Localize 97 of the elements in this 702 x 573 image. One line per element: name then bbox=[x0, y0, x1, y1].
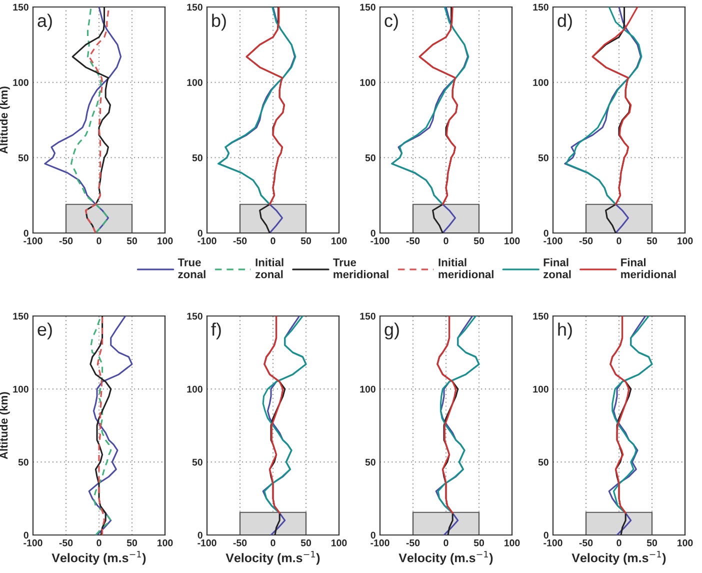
legend-label: Final zonal bbox=[544, 258, 571, 278]
x-tick-label: 50 bbox=[646, 539, 658, 546]
x-tick-label: 0 bbox=[270, 539, 276, 546]
x-tick-label: -100 bbox=[370, 539, 390, 546]
line-series bbox=[264, 316, 284, 514]
y-tick-label: 150 bbox=[187, 4, 202, 11]
x-tick-label: -100 bbox=[24, 539, 42, 546]
y-tick-label: 50 bbox=[538, 154, 548, 162]
x-tick-label: -50 bbox=[59, 237, 73, 244]
x-tick-label: 100 bbox=[332, 237, 347, 244]
x-tick-label: -100 bbox=[198, 539, 216, 546]
x-axis-title: Velocity (m.s$^{−1}$) bbox=[398, 551, 493, 565]
chart-title: d) bbox=[558, 14, 572, 31]
y-tick-label: 50 bbox=[192, 458, 202, 466]
x-tick-label: 50 bbox=[126, 539, 138, 546]
x-tick-label: 100 bbox=[504, 237, 520, 244]
legend-label: Final meridional bbox=[621, 258, 676, 278]
x-tick-label: -50 bbox=[233, 539, 247, 546]
y-tick-label: 0 bbox=[198, 230, 202, 237]
x-tick-label: -50 bbox=[579, 539, 593, 546]
legend-label: Initial zonal bbox=[255, 258, 284, 278]
x-axis-title: Velocity (m.s$^{−1}$) bbox=[52, 551, 146, 565]
x-axis-title: Velocity (m.s$^{−1}$) bbox=[572, 551, 666, 565]
y-tick-label: 100 bbox=[187, 79, 202, 86]
chart-title: b) bbox=[212, 14, 226, 31]
x-tick-label: 100 bbox=[678, 539, 693, 546]
y-tick-label: 150 bbox=[13, 4, 28, 11]
y-tick-label: 150 bbox=[13, 312, 28, 320]
y-tick-label: 150 bbox=[360, 312, 376, 320]
line-series bbox=[88, 316, 133, 535]
x-tick-label: 50 bbox=[474, 539, 484, 546]
y-tick-label: 100 bbox=[533, 79, 548, 86]
legend-label: True zonal bbox=[178, 258, 206, 278]
line-series bbox=[610, 316, 630, 514]
x-tick-label: -100 bbox=[370, 237, 390, 244]
x-tick-label: -100 bbox=[24, 237, 42, 244]
x-tick-label: 0 bbox=[444, 237, 448, 244]
line-series bbox=[592, 7, 638, 206]
x-axis-title: Velocity (m.s$^{−1}$) bbox=[226, 551, 320, 565]
chart-title: f) bbox=[211, 322, 221, 340]
x-tick-label: 50 bbox=[474, 237, 484, 244]
x-tick-label: -100 bbox=[198, 237, 216, 244]
chart-title: a) bbox=[38, 14, 52, 31]
y-tick-label: 100 bbox=[533, 386, 548, 393]
y-tick-label: 0 bbox=[544, 532, 548, 539]
y-tick-label: 100 bbox=[187, 386, 202, 393]
y-tick-label: 50 bbox=[365, 154, 376, 162]
x-tick-label: 100 bbox=[678, 237, 693, 244]
x-tick-label: 0 bbox=[444, 539, 448, 546]
y-tick-label: 150 bbox=[533, 4, 548, 11]
x-tick-label: -50 bbox=[406, 237, 420, 244]
y-tick-label: 50 bbox=[192, 154, 202, 162]
x-tick-label: -100 bbox=[544, 539, 562, 546]
y-tick-label: 150 bbox=[533, 312, 548, 320]
chart-title: h) bbox=[558, 322, 572, 340]
y-tick-label: 0 bbox=[198, 532, 202, 539]
y-tick-label: 0 bbox=[370, 532, 376, 539]
y-tick-label: 0 bbox=[544, 230, 548, 237]
y-tick-label: 0 bbox=[24, 532, 28, 539]
x-tick-label: 100 bbox=[332, 539, 347, 546]
x-tick-label: 50 bbox=[126, 237, 138, 244]
y-tick-label: 50 bbox=[18, 154, 28, 162]
y-tick-label: 50 bbox=[18, 458, 28, 466]
y-tick-label: 0 bbox=[370, 230, 376, 237]
x-tick-label: 0 bbox=[96, 237, 102, 244]
x-tick-label: -50 bbox=[233, 237, 247, 244]
x-tick-label: 0 bbox=[616, 237, 622, 244]
x-tick-label: 50 bbox=[300, 539, 312, 546]
x-tick-label: 100 bbox=[504, 539, 520, 546]
y-tick-label: 150 bbox=[360, 4, 376, 11]
x-tick-label: 100 bbox=[158, 539, 173, 546]
y-tick-label: 100 bbox=[13, 79, 28, 86]
y-tick-label: 50 bbox=[538, 458, 548, 466]
legend-label: Initial meridional bbox=[438, 258, 494, 278]
x-tick-label: -50 bbox=[406, 539, 420, 546]
x-tick-label: 0 bbox=[270, 237, 276, 244]
chart-title: c) bbox=[384, 14, 398, 31]
line-series bbox=[612, 316, 653, 514]
chart-title: e) bbox=[38, 322, 52, 340]
x-tick-label: -50 bbox=[579, 237, 593, 244]
x-tick-label: 0 bbox=[96, 539, 102, 546]
y-tick-label: 50 bbox=[365, 458, 376, 466]
x-tick-label: 50 bbox=[300, 237, 312, 244]
x-tick-label: -50 bbox=[59, 539, 73, 546]
legend-label: True meridional bbox=[333, 258, 388, 278]
line-series bbox=[436, 316, 457, 514]
x-tick-label: 50 bbox=[646, 237, 658, 244]
y-tick-label: 100 bbox=[13, 386, 28, 393]
x-tick-label: -100 bbox=[544, 237, 562, 244]
y-tick-label: 100 bbox=[360, 386, 376, 393]
x-tick-label: 0 bbox=[616, 539, 622, 546]
chart-title: g) bbox=[384, 322, 399, 340]
y-tick-label: 0 bbox=[24, 230, 28, 237]
y-tick-label: 150 bbox=[187, 312, 202, 320]
x-tick-label: 100 bbox=[158, 237, 173, 244]
line-series bbox=[96, 316, 106, 535]
y-tick-label: 100 bbox=[360, 79, 376, 86]
